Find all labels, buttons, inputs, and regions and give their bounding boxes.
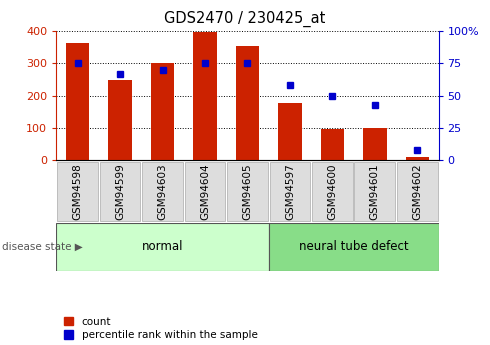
Text: GSM94600: GSM94600	[327, 163, 338, 220]
Text: GSM94601: GSM94601	[370, 163, 380, 220]
Bar	[397, 162, 438, 221]
Bar	[227, 162, 268, 221]
Text: GSM94597: GSM94597	[285, 163, 295, 220]
Bar	[99, 162, 141, 221]
Bar	[142, 162, 183, 221]
Bar	[66, 43, 89, 160]
Bar	[185, 162, 225, 221]
Bar	[269, 223, 439, 271]
Legend: count, percentile rank within the sample: count, percentile rank within the sample	[64, 317, 258, 340]
Bar	[151, 63, 174, 160]
Bar	[193, 32, 217, 160]
Bar	[312, 162, 353, 221]
Text: GSM94604: GSM94604	[200, 163, 210, 220]
Bar	[108, 80, 132, 160]
Bar	[278, 103, 301, 160]
Bar	[57, 162, 98, 221]
Text: GSM94603: GSM94603	[157, 163, 168, 220]
Bar	[406, 157, 429, 160]
Bar	[363, 128, 387, 160]
Text: GSM94598: GSM94598	[73, 163, 83, 220]
Text: GSM94605: GSM94605	[243, 163, 252, 220]
Bar	[56, 223, 269, 271]
Text: disease state ▶: disease state ▶	[2, 242, 83, 252]
Text: normal: normal	[142, 240, 183, 253]
Bar	[270, 162, 310, 221]
Bar	[320, 129, 344, 160]
Text: GDS2470 / 230425_at: GDS2470 / 230425_at	[164, 10, 326, 27]
Bar	[354, 162, 395, 221]
Bar	[236, 46, 259, 160]
Text: neural tube defect: neural tube defect	[299, 240, 409, 253]
Text: GSM94602: GSM94602	[412, 163, 422, 220]
Text: GSM94599: GSM94599	[115, 163, 125, 220]
